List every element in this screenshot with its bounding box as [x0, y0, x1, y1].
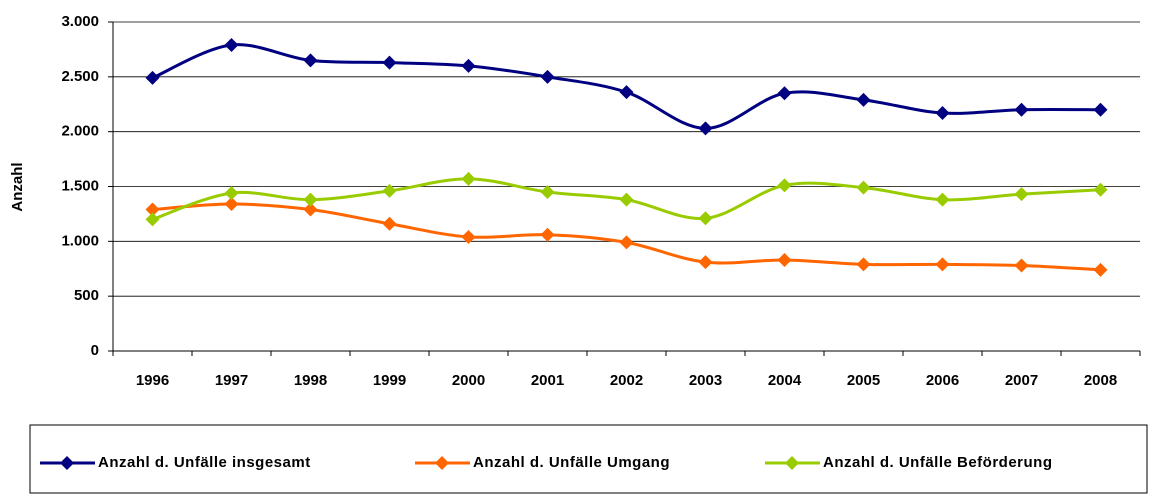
x-tick-label: 2006	[926, 372, 959, 389]
marker	[935, 257, 950, 272]
x-tick-label: 2005	[847, 372, 880, 389]
marker	[856, 257, 871, 272]
marker	[619, 192, 634, 207]
y-tick-label: 1.500	[61, 177, 99, 194]
marker	[1014, 258, 1029, 273]
marker	[1093, 182, 1108, 197]
x-tick-label: 1999	[373, 372, 406, 389]
marker	[777, 252, 792, 267]
y-tick-label: 0	[91, 342, 99, 359]
marker	[1014, 187, 1029, 202]
marker	[698, 211, 713, 226]
legend-label: Anzahl d. Unfälle Umgang	[473, 454, 670, 471]
legend-marker	[435, 456, 449, 470]
marker	[619, 235, 634, 250]
marker	[224, 186, 239, 201]
marker	[382, 183, 397, 198]
marker	[461, 58, 476, 73]
marker	[382, 55, 397, 70]
marker	[698, 121, 713, 136]
x-tick-label: 2008	[1084, 372, 1117, 389]
marker	[935, 192, 950, 207]
marker	[698, 255, 713, 270]
marker	[777, 86, 792, 101]
marker	[1014, 102, 1029, 117]
y-tick-label: 500	[74, 287, 99, 304]
marker	[303, 192, 318, 207]
x-tick-label: 2003	[689, 372, 722, 389]
x-tick-label: 2001	[531, 372, 564, 389]
y-tick-label: 2.000	[61, 123, 99, 140]
marker	[303, 53, 318, 68]
marker	[461, 229, 476, 244]
x-tick-label: 1996	[136, 372, 169, 389]
marker	[145, 70, 160, 85]
marker	[540, 184, 555, 199]
marker	[856, 92, 871, 107]
x-tick-label: 2000	[452, 372, 485, 389]
marker	[856, 180, 871, 195]
legend-label: Anzahl d. Unfälle Beförderung	[823, 454, 1053, 471]
legend-marker	[60, 456, 74, 470]
legend-marker	[785, 456, 799, 470]
marker	[303, 202, 318, 217]
y-tick-label: 2.500	[61, 68, 99, 85]
x-tick-label: 2002	[610, 372, 643, 389]
marker	[1093, 262, 1108, 277]
x-tick-label: 1998	[294, 372, 327, 389]
marker	[777, 178, 792, 193]
marker	[145, 212, 160, 227]
legend-label: Anzahl d. Unfälle insgesamt	[98, 454, 311, 471]
y-tick-label: 3.000	[61, 13, 99, 30]
marker	[224, 38, 239, 53]
marker	[1093, 102, 1108, 117]
marker	[935, 106, 950, 121]
marker	[540, 69, 555, 84]
y-axis-label: Anzahl	[9, 162, 26, 211]
x-tick-label: 2007	[1005, 372, 1038, 389]
legend-box	[29, 424, 1148, 494]
x-tick-label: 2004	[768, 372, 802, 389]
marker	[619, 85, 634, 100]
x-tick-label: 1997	[215, 372, 248, 389]
marker	[224, 197, 239, 212]
y-tick-label: 1.000	[61, 232, 99, 249]
marker	[145, 202, 160, 217]
marker	[540, 227, 555, 242]
marker	[461, 171, 476, 186]
marker	[382, 216, 397, 231]
